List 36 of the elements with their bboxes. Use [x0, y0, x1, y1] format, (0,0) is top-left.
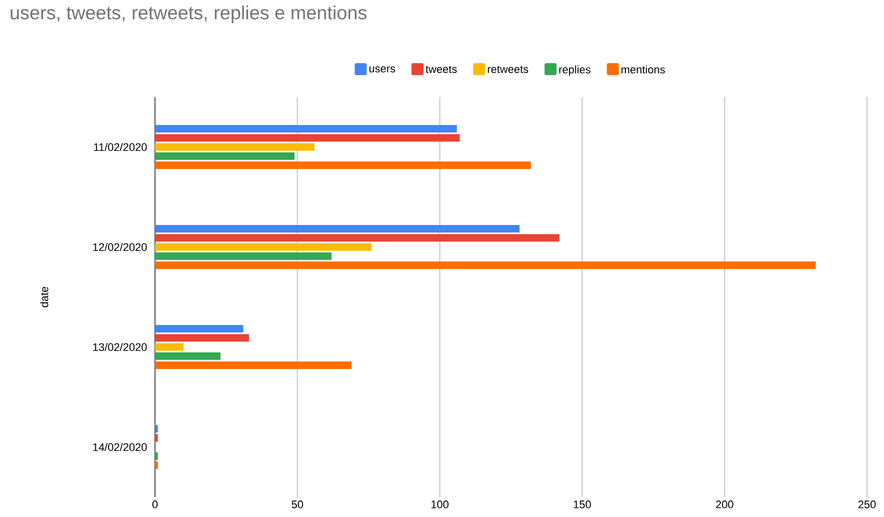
y-axis-title: date — [40, 286, 48, 308]
bar — [155, 343, 184, 351]
legend-label: replies — [559, 65, 590, 76]
x-tick-label: 50 — [292, 500, 304, 508]
bar — [155, 243, 372, 251]
bar — [155, 261, 816, 269]
bar — [155, 152, 295, 160]
bar — [155, 452, 158, 460]
y-tick-label: 13/02/2020 — [93, 342, 147, 352]
bar — [155, 334, 249, 342]
bar — [155, 125, 457, 133]
bar — [155, 361, 352, 369]
x-tick-label: 100 — [431, 500, 449, 508]
y-tick-label: 14/02/2020 — [93, 442, 147, 452]
x-tick-label: 0 — [152, 500, 158, 508]
bar — [155, 425, 158, 433]
bar — [155, 252, 332, 260]
legend-label: tweets — [426, 66, 457, 74]
bar — [155, 134, 460, 142]
y-tick-label: 12/02/2020 — [93, 242, 147, 252]
legend-label: mentions — [622, 65, 665, 74]
bar — [155, 161, 531, 169]
bar — [155, 352, 221, 360]
legend-label: retweets — [488, 66, 528, 74]
bar — [155, 461, 158, 469]
bar — [155, 234, 560, 242]
y-tick-label: 11/02/2020 — [94, 142, 147, 152]
bar — [155, 325, 244, 333]
bar — [155, 143, 314, 151]
chart-title: users, tweets, retweets, replies e mentions — [10, 6, 366, 24]
x-tick-label: 150 — [574, 500, 591, 508]
bar — [155, 225, 520, 233]
bar — [155, 434, 158, 442]
x-tick-label: 200 — [716, 500, 734, 508]
x-tick-label: 250 — [858, 500, 876, 508]
legend-label: users — [369, 66, 396, 72]
